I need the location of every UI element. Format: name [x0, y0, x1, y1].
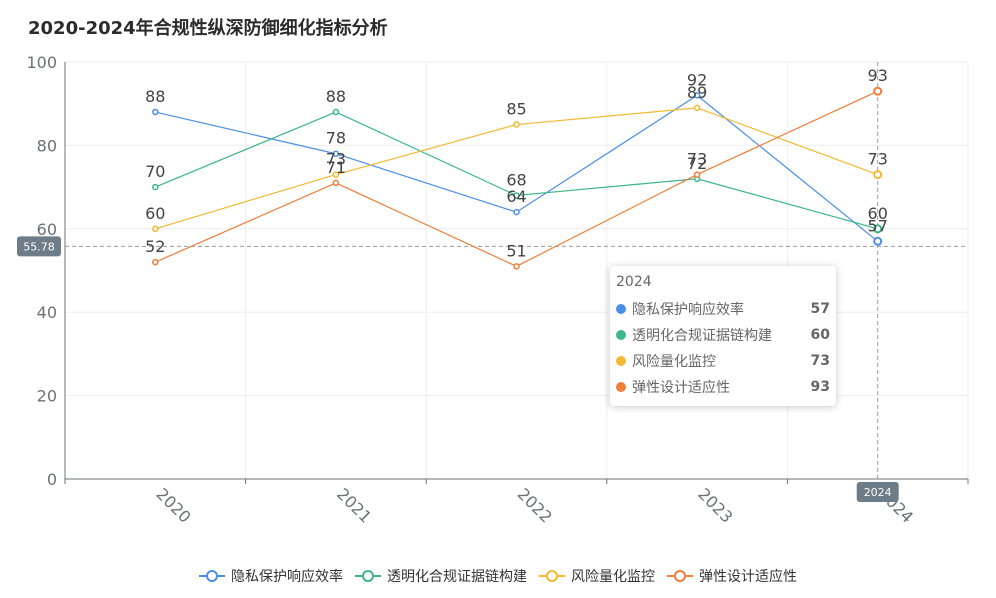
data-point[interactable]: [513, 263, 520, 270]
data-label: 60: [145, 204, 165, 223]
data-label: 70: [145, 162, 165, 181]
data-label: 88: [145, 87, 165, 106]
chart-title: 2020-2024年合规性纵深防御细化指标分析: [28, 18, 388, 39]
x-tick-label: 2021: [333, 484, 375, 526]
data-label: 92: [687, 70, 707, 89]
legend-line-icon: [355, 570, 381, 582]
y-tick-label: 100: [26, 53, 57, 72]
tooltip-marker-icon: [616, 382, 626, 392]
data-label: 57: [868, 216, 888, 235]
tooltip-value: 73: [810, 353, 830, 369]
crosshair-x-label-box: [856, 482, 899, 502]
x-tick-label: 2023: [694, 484, 736, 526]
legend-line-icon: [199, 570, 225, 582]
y-tick-label: 40: [37, 303, 57, 322]
legend-label: 透明化合规证据链构建: [387, 569, 527, 585]
tooltip: 2024 隐私保护响应效率 57 透明化合规证据链构建 60 风险量化监控 73 弹性设计适…: [610, 266, 836, 406]
y-tick-label: 80: [37, 136, 57, 155]
data-point[interactable]: [873, 86, 883, 96]
data-point[interactable]: [332, 171, 340, 178]
data-label: 89: [687, 83, 707, 102]
data-point[interactable]: [152, 108, 159, 116]
data-label: 73: [687, 150, 707, 169]
data-point[interactable]: [513, 121, 520, 128]
tooltip-series-name: 隐私保护响应效率: [632, 302, 744, 318]
legend-line-icon: [667, 570, 693, 582]
data-label: 72: [687, 154, 707, 173]
legend-label: 风险量化监控: [571, 569, 655, 585]
legend-item[interactable]: 弹性设计适应性: [667, 566, 797, 586]
crosshair-y-label: 55.78: [23, 240, 55, 253]
legend-label: 弹性设计适应性: [699, 569, 797, 585]
data-point[interactable]: [873, 170, 883, 180]
legend-item[interactable]: 隐私保护响应效率: [199, 566, 343, 586]
tooltip-row: 透明化合规证据链构建 60: [616, 322, 830, 348]
tooltip-row: 隐私保护响应效率 57: [616, 296, 830, 322]
y-tick-label: 20: [37, 387, 57, 406]
data-point[interactable]: [873, 236, 883, 246]
legend-item[interactable]: 风险量化监控: [539, 566, 655, 586]
data-label: 78: [326, 129, 346, 148]
tooltip-marker-icon: [616, 304, 626, 314]
tooltip-marker-icon: [616, 356, 626, 366]
data-label: 52: [145, 237, 165, 256]
crosshair-x-label: 2024: [864, 486, 892, 499]
tooltip-row: 风险量化监控 73: [616, 348, 830, 374]
tooltip-value: 60: [810, 327, 830, 343]
data-label: 93: [868, 66, 888, 85]
legend-item[interactable]: 透明化合规证据链构建: [355, 566, 527, 586]
data-point[interactable]: [152, 183, 159, 191]
data-label: 68: [506, 170, 526, 189]
tooltip-value: 93: [810, 379, 830, 395]
data-label: 51: [506, 241, 526, 260]
data-label: 85: [506, 100, 526, 119]
legend-label: 隐私保护响应效率: [231, 569, 343, 585]
data-label: 73: [868, 150, 888, 169]
data-label: 60: [868, 204, 888, 223]
tooltip-series-name: 风险量化监控: [632, 354, 716, 370]
y-tick-label: 60: [37, 220, 57, 239]
data-point[interactable]: [693, 104, 701, 112]
tooltip-marker-icon: [616, 330, 626, 340]
y-tick-label: 0: [47, 470, 57, 489]
data-point[interactable]: [513, 208, 520, 216]
tooltip-series-name: 透明化合规证据链构建: [632, 328, 772, 344]
x-tick-label: 2022: [514, 484, 556, 526]
tooltip-header: 2024: [616, 274, 652, 290]
data-point[interactable]: [332, 150, 340, 157]
data-label: 64: [506, 187, 526, 206]
tooltip-series-name: 弹性设计适应性: [632, 380, 730, 396]
data-point[interactable]: [152, 225, 159, 233]
data-label: 88: [326, 87, 346, 106]
data-label: 73: [326, 150, 346, 169]
data-point[interactable]: [332, 108, 340, 116]
data-point[interactable]: [332, 179, 340, 187]
crosshair-y-label-box: [17, 236, 61, 257]
data-point[interactable]: [152, 258, 159, 266]
legend-line-icon: [539, 570, 565, 582]
legend: 隐私保护响应效率 透明化合规证据链构建 风险量化监控 弹性设计适应性: [0, 566, 996, 586]
data-point[interactable]: [693, 92, 701, 99]
x-tick-label: 2020: [152, 484, 194, 526]
data-point[interactable]: [513, 192, 520, 199]
tooltip-row: 弹性设计适应性 93: [616, 374, 830, 400]
data-point[interactable]: [693, 171, 701, 178]
data-point[interactable]: [873, 224, 883, 234]
data-label: 71: [326, 158, 346, 177]
tooltip-value: 57: [810, 301, 830, 317]
